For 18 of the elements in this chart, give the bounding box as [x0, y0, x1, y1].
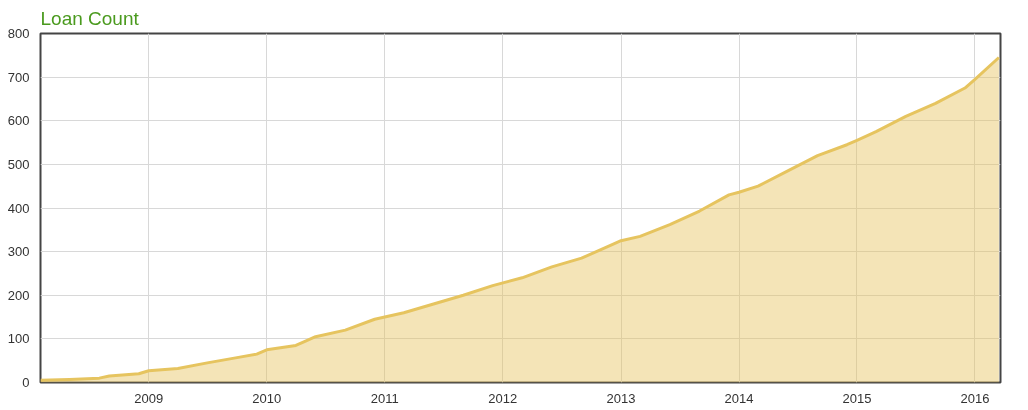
- x-tick-label: 2015: [842, 390, 872, 406]
- y-tick-label: 800: [7, 26, 30, 41]
- x-tick-label: 2009: [134, 390, 164, 406]
- y-tick-label: 300: [7, 244, 30, 260]
- chart-title: Loan Count: [40, 7, 140, 29]
- x-tick-label: 2014: [724, 390, 754, 406]
- y-tick-label: 200: [7, 287, 30, 303]
- y-tick-label: 0: [22, 375, 30, 390]
- y-tick-label: 100: [7, 331, 30, 347]
- x-tick-label: 2016: [960, 390, 990, 406]
- y-tick-label: 500: [7, 156, 30, 172]
- y-tick-label: 600: [7, 113, 30, 129]
- x-tick-label: 2011: [370, 390, 399, 406]
- x-tick-label: 2013: [606, 390, 636, 406]
- y-tick-label: 400: [7, 200, 30, 216]
- x-tick-label: 2012: [488, 390, 518, 406]
- y-tick-label: 700: [7, 69, 30, 85]
- x-tick-label: 2010: [252, 390, 282, 406]
